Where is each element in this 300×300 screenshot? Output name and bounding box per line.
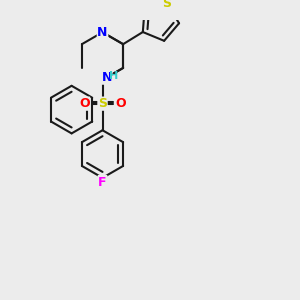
Text: F: F — [98, 176, 107, 189]
Text: O: O — [116, 97, 126, 110]
Text: S: S — [163, 0, 172, 10]
Text: N: N — [97, 26, 108, 39]
Text: O: O — [79, 97, 90, 110]
Text: N: N — [101, 71, 112, 84]
Text: H: H — [109, 71, 118, 81]
Text: S: S — [98, 97, 107, 110]
